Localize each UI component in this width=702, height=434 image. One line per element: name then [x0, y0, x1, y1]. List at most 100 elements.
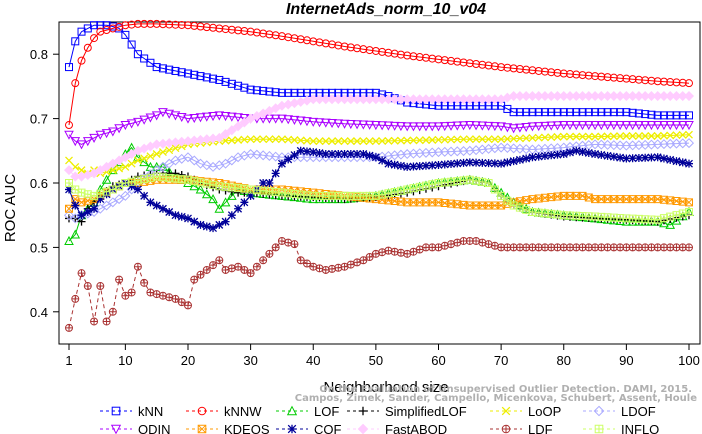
point-cof-35	[277, 159, 286, 168]
point-ldf-39	[302, 259, 311, 268]
point-odin-3	[76, 140, 87, 150]
series-ldf	[64, 236, 693, 332]
point-cof-64	[459, 158, 468, 167]
point-knn-83	[578, 108, 587, 117]
x-tick-label-10: 100	[678, 353, 700, 368]
legend-item-fastabod: FastABOD	[347, 422, 447, 434]
point-cof-79	[553, 150, 562, 159]
point-cof-15	[152, 201, 161, 210]
point-knnw-48	[359, 45, 368, 54]
legend-marker-knnw	[197, 406, 207, 416]
point-odin-12	[133, 117, 143, 127]
point-ldf-36	[284, 238, 293, 247]
point-knnw-73	[515, 65, 524, 74]
point-ldof-24	[208, 161, 219, 172]
legend-label-cof: COF	[314, 422, 342, 434]
point-loop-59	[428, 136, 437, 144]
point-loop-78	[547, 133, 556, 142]
point-knnw-76	[534, 66, 543, 75]
point-cof-18	[171, 211, 180, 220]
point-cof-86	[597, 150, 606, 159]
point-knnw-90	[622, 74, 631, 83]
point-odin-18	[170, 111, 181, 121]
point-lof-90	[621, 216, 632, 226]
point-odin-49	[364, 120, 375, 130]
point-knn-10	[121, 30, 130, 39]
point-loop-10	[121, 162, 130, 171]
point-lof-97	[665, 219, 676, 229]
point-ldf-8	[108, 307, 117, 316]
point-ldof-20	[182, 152, 193, 163]
point-lof-89	[615, 215, 625, 225]
legend-marker-simplifiedlof	[358, 406, 368, 416]
point-knnw-49	[365, 46, 374, 55]
point-ldf-7	[102, 317, 111, 326]
point-knnw-29	[240, 27, 249, 36]
point-ldf-29	[240, 265, 249, 274]
point-cof-95	[653, 153, 662, 162]
point-ldf-20	[183, 301, 192, 310]
point-ldf-35	[277, 236, 286, 245]
point-odin-17	[164, 109, 175, 119]
point-odin-37	[289, 115, 300, 125]
point-ldof-72	[508, 143, 519, 154]
point-inflo-1	[65, 179, 73, 187]
point-cof-90	[622, 154, 631, 163]
point-knnw-100	[685, 79, 693, 88]
point-knnw-63	[453, 57, 462, 66]
point-cof-76	[534, 152, 543, 161]
legend-item-ldof: LDOF	[583, 404, 656, 419]
point-cof-92	[634, 154, 643, 163]
point-loop-35	[277, 135, 286, 144]
point-odin-81	[565, 121, 575, 131]
point-knnw-31	[252, 28, 261, 37]
point-ldf-47	[353, 258, 362, 267]
point-cof-22	[196, 220, 205, 229]
point-loop-98	[672, 131, 681, 140]
point-loop-68	[484, 135, 493, 144]
point-knn-86	[597, 108, 606, 117]
point-cof-100	[685, 159, 693, 168]
point-knn-14	[146, 58, 155, 67]
point-ldf-43	[328, 264, 337, 273]
point-knnw-5	[90, 34, 99, 43]
point-cof-89	[616, 153, 625, 162]
point-odin-88	[609, 121, 619, 131]
point-odin-83	[577, 121, 588, 131]
x-tick-label-3: 30	[243, 353, 257, 368]
point-odin-26	[220, 112, 231, 122]
point-fastabod-1	[63, 165, 75, 176]
point-knnw-58	[421, 53, 430, 62]
point-loop-13	[140, 154, 149, 163]
point-knn-94	[647, 110, 656, 119]
point-knn-5	[90, 21, 99, 30]
point-odin-86	[596, 121, 607, 131]
point-ldf-9	[115, 275, 124, 284]
point-knnw-64	[459, 58, 468, 67]
point-ldf-41	[315, 264, 324, 273]
point-ldf-3	[77, 269, 86, 278]
point-ldof-70	[496, 142, 507, 153]
point-odin-21	[189, 113, 200, 124]
point-cof-80	[559, 150, 568, 159]
y-tick-label-1: 0.5	[30, 240, 48, 255]
point-knnw-41	[315, 38, 324, 47]
point-odin-70	[496, 122, 506, 132]
point-loop-1	[65, 156, 73, 165]
point-cof-43	[328, 150, 337, 159]
point-ldf-34	[271, 243, 280, 252]
point-loop-49	[365, 137, 374, 146]
point-cof-37	[290, 151, 299, 160]
point-ldf-61	[440, 241, 449, 250]
point-knnw-40	[309, 37, 318, 46]
point-knnw-91	[628, 75, 637, 84]
point-knnw-93	[641, 76, 650, 85]
point-cof-30	[246, 191, 255, 200]
point-loop-44	[334, 137, 343, 146]
legend-label-odin: ODIN	[138, 422, 171, 434]
point-odin-4	[82, 137, 93, 147]
x-tick-label-6: 60	[431, 353, 445, 368]
point-ldf-100	[684, 243, 693, 252]
point-loop-93	[641, 132, 650, 140]
point-knn-80	[559, 108, 568, 117]
